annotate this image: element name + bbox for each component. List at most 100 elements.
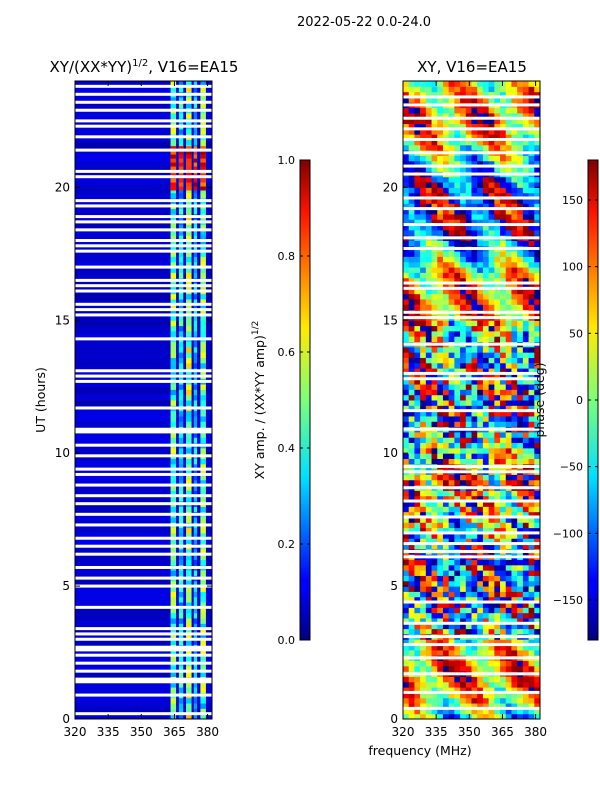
phase-cell — [505, 453, 512, 459]
phase-cell — [505, 564, 512, 571]
phase-cell — [414, 591, 421, 598]
phase-cell — [517, 405, 524, 412]
phase-cell — [408, 708, 415, 715]
phase-cell — [454, 187, 461, 194]
phase-cell — [437, 538, 444, 545]
phase-cell — [494, 421, 501, 428]
phase-cell — [465, 123, 472, 130]
amplitude-background-band — [75, 612, 212, 620]
phase-cell — [505, 628, 512, 635]
amplitude-rfi-cell — [170, 128, 177, 135]
phase-cell — [534, 208, 540, 215]
phase-cell — [477, 490, 484, 497]
amplitude-rfi-cell — [200, 479, 206, 486]
phase-cell — [494, 564, 501, 571]
amplitude-flagged-row — [75, 544, 212, 548]
amplitude-rfi-cell — [193, 384, 198, 390]
phase-cell — [488, 607, 495, 614]
phase-cell — [454, 352, 461, 358]
phase-cell — [494, 81, 501, 87]
phase-cell — [460, 325, 467, 332]
phase-cell — [528, 81, 535, 87]
amplitude-rfi-cell — [178, 538, 184, 545]
phase-cell — [425, 405, 433, 412]
phase-cell — [488, 532, 495, 539]
phase-cell — [505, 527, 512, 534]
phase-cell — [511, 134, 518, 140]
phase-cell — [408, 639, 415, 646]
phase-cell — [500, 394, 507, 401]
phase-cell — [465, 251, 472, 257]
phase-cell — [448, 442, 455, 449]
phase-cell — [494, 229, 501, 236]
phase-cell — [442, 692, 450, 699]
phase-cell — [471, 139, 478, 146]
phase-cell — [494, 522, 501, 529]
phase-cell — [488, 325, 495, 332]
phase-cell — [454, 81, 461, 87]
phase-cell — [460, 304, 467, 311]
phase-cell — [522, 197, 530, 204]
phase-cell — [494, 400, 501, 406]
phase-cell — [517, 384, 524, 390]
amplitude-rfi-cell — [193, 665, 198, 672]
amplitude-rfi-cell — [178, 586, 184, 592]
amplitude-background-band — [75, 572, 212, 580]
phase-cell — [442, 586, 450, 592]
phase-cell — [528, 240, 535, 247]
phase-cell — [517, 639, 524, 646]
phase-cell — [494, 224, 501, 231]
phase-cell — [403, 442, 410, 449]
phase-cell — [442, 384, 450, 390]
phase-cell — [442, 288, 450, 295]
phase-cell — [454, 336, 461, 343]
phase-cell — [420, 437, 427, 444]
phase-cell — [420, 346, 427, 353]
phase-cell — [442, 330, 450, 337]
phase-cell — [448, 134, 455, 140]
phase-cell — [408, 187, 415, 194]
phase-cell — [431, 134, 438, 140]
phase-cell — [442, 134, 450, 140]
phase-cell — [528, 118, 535, 125]
phase-cell — [494, 251, 501, 257]
phase-cell — [477, 128, 484, 135]
phase-cell — [448, 330, 455, 337]
phase-cell — [454, 644, 461, 651]
phase-cell — [454, 607, 461, 614]
phase-cell — [505, 320, 512, 327]
phase-cell — [500, 182, 507, 188]
phase-cell — [511, 96, 518, 103]
phase-cell — [431, 617, 438, 624]
phase-cell — [511, 251, 518, 257]
phase-cell — [471, 511, 478, 518]
phase-cell — [442, 208, 450, 215]
phase-cell — [414, 325, 421, 332]
phase-cell — [460, 421, 467, 428]
phase-cell — [437, 586, 444, 592]
phase-cell — [517, 453, 524, 459]
phase-cell — [534, 384, 540, 390]
amplitude-rfi-cell — [170, 251, 177, 257]
phase-cell — [437, 144, 444, 151]
amplitude-flagged-row — [75, 648, 212, 652]
phase-cell — [528, 442, 535, 449]
amplitude-rfi-cell — [186, 671, 192, 677]
phase-cell — [454, 134, 461, 140]
phase-cell — [460, 400, 467, 406]
amplitude-rfi-cell — [170, 314, 177, 321]
amplitude-background-band — [75, 320, 212, 328]
phase-cell — [420, 607, 427, 614]
phase-cell — [431, 676, 438, 683]
phase-cell — [431, 176, 438, 183]
phase-cell — [534, 713, 540, 719]
phase-cell — [454, 325, 461, 332]
phase-cell — [460, 516, 467, 523]
phase-cell — [482, 336, 490, 343]
phase-cell — [477, 197, 484, 204]
phase-cell — [465, 660, 472, 667]
phase-cell — [528, 596, 535, 603]
phase-cell — [471, 330, 478, 337]
phase-cell — [534, 607, 540, 614]
amplitude-colorbar: 0.00.20.40.60.81.0 XY amp. / (XX*YY amp)… — [251, 154, 311, 647]
